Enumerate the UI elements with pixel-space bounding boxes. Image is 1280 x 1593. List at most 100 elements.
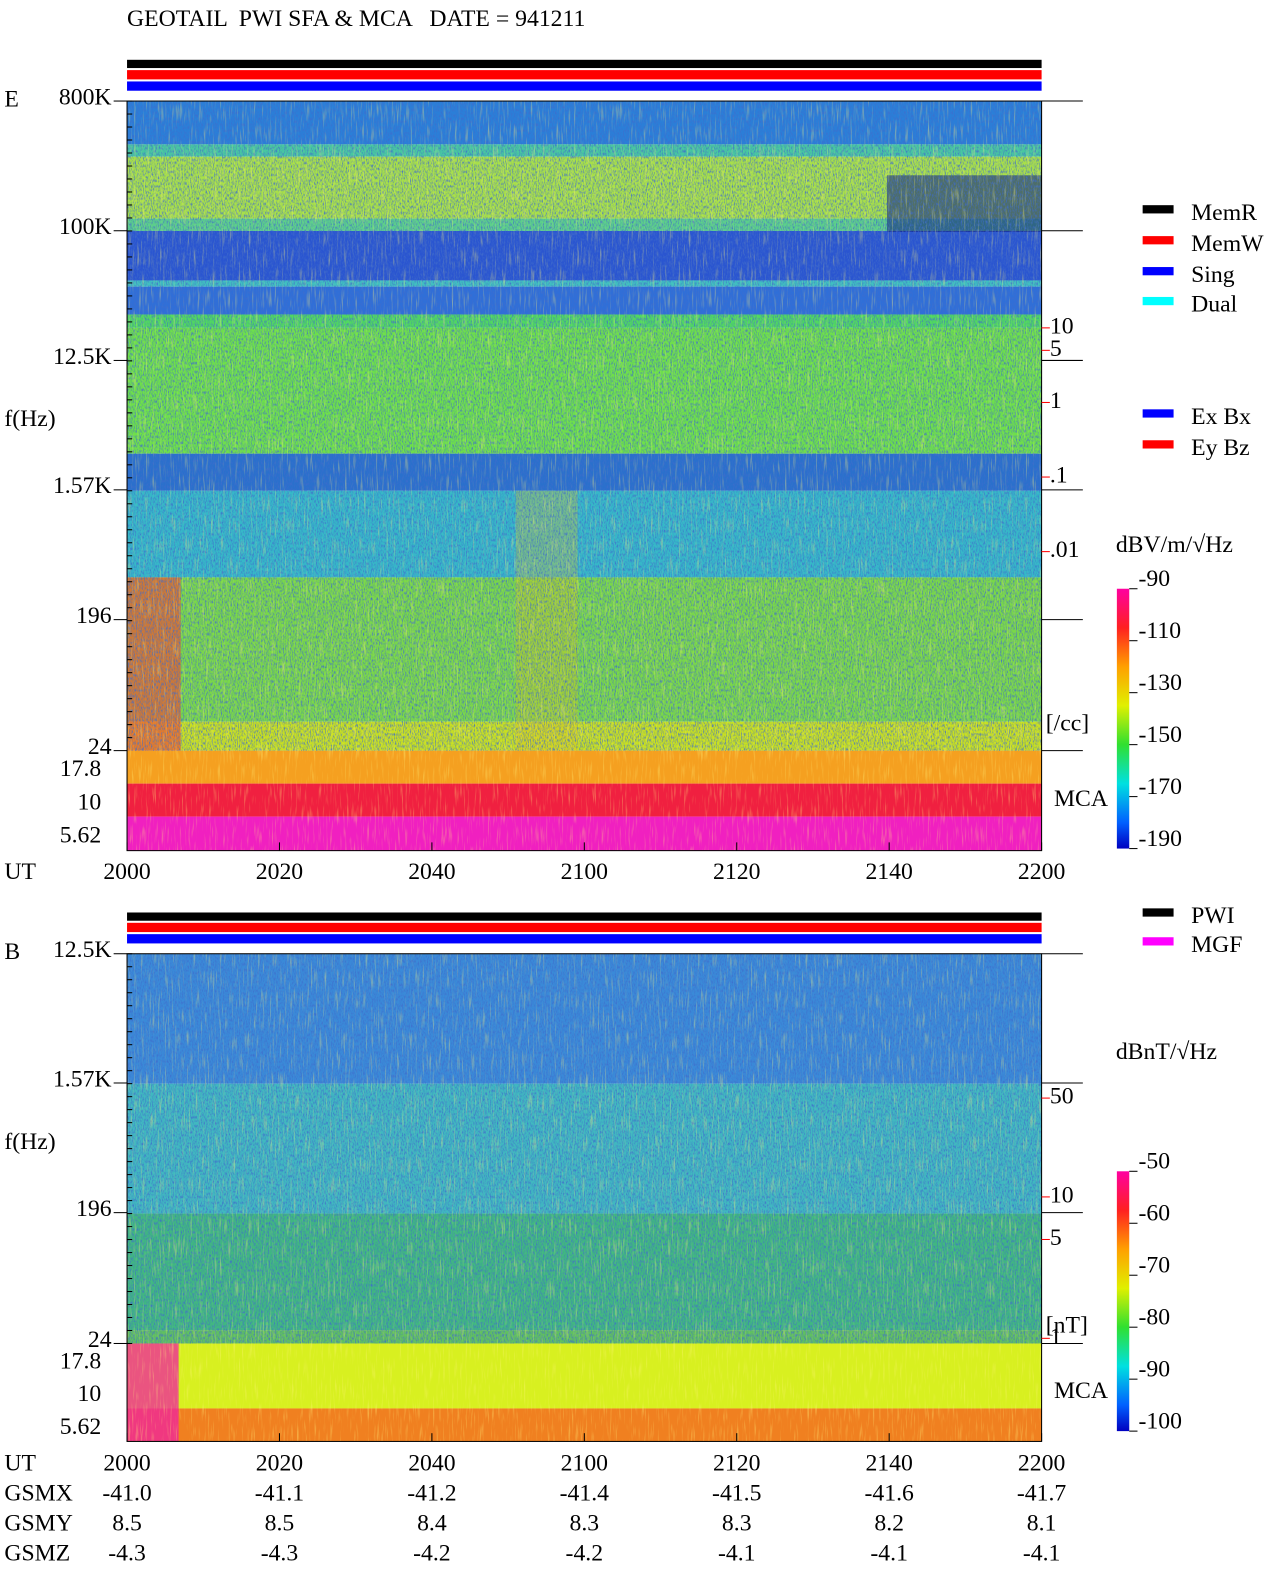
legend-swatch [1142, 296, 1174, 306]
orbit-value: -41.7 [1017, 1480, 1067, 1506]
spectrogram-streaks [127, 101, 1042, 851]
orbit-value: 8.2 [874, 1510, 904, 1536]
legend-label: Ey Bz [1191, 435, 1250, 461]
orbit-value: -4.3 [261, 1540, 299, 1566]
x-tick-label: 2000 [103, 859, 150, 885]
y-tick-label: 24 [88, 1327, 112, 1353]
x-tick-label: 2200 [1018, 1451, 1065, 1477]
y-tick-label: 196 [76, 1196, 112, 1222]
y2-tick-label: 5 [1050, 1225, 1062, 1251]
orbit-value: -41.5 [712, 1480, 761, 1506]
x-tick-label: 2140 [865, 859, 912, 885]
colorbar-tick-label: -130 [1139, 670, 1182, 696]
colorbar-tick-label: -90 [1139, 566, 1171, 592]
x-tick-label: 2100 [561, 859, 608, 885]
colorbar-tick-label: -60 [1139, 1200, 1171, 1226]
legend-swatch [1142, 205, 1174, 214]
legend-swatch [1142, 409, 1174, 418]
x-axis-label: UT [4, 1451, 36, 1477]
orbit-value: -41.2 [407, 1480, 456, 1506]
orbit-row-label: GSMX [4, 1480, 73, 1506]
x-tick-label: 2020 [256, 1451, 303, 1477]
colorbar-tick-label: -110 [1139, 618, 1182, 644]
x-axis-label: UT [4, 859, 36, 885]
x-tick-label: 2040 [408, 1451, 455, 1477]
panel-label: B [4, 939, 20, 965]
orbit-value: 8.4 [417, 1510, 447, 1536]
y2-tick-label: 5 [1050, 336, 1062, 362]
colorbar-label: dBV/m/√Hz [1116, 532, 1233, 558]
legend-label: Sing [1191, 262, 1235, 288]
orbit-value: -4.2 [413, 1540, 451, 1566]
colorbar-tick-label: -70 [1139, 1252, 1171, 1278]
colorbar-tick-label: -50 [1139, 1148, 1171, 1174]
y2-tick-label: 10 [1050, 313, 1074, 339]
legend-label: PWI [1191, 903, 1235, 929]
x-tick-label: 2020 [256, 859, 303, 885]
y2-tick-label: 1 [1050, 1324, 1062, 1350]
legend-swatch [1142, 267, 1174, 276]
mca-channel-label: 5.62 [60, 1414, 101, 1440]
x-tick-label: 2040 [408, 859, 455, 885]
orbit-value: -4.1 [1023, 1540, 1061, 1566]
mca-label: MCA [1054, 1378, 1108, 1404]
status-bar [127, 81, 1042, 91]
legend-label: Ex Bx [1191, 404, 1251, 430]
x-tick-label: 2120 [713, 1451, 760, 1477]
mca-label: MCA [1054, 786, 1108, 812]
colorbar-tick-label: -100 [1139, 1408, 1182, 1434]
legend-swatch [1142, 236, 1174, 245]
y-tick-label: 1.57K [53, 473, 112, 499]
orbit-value: 8.3 [722, 1510, 752, 1536]
orbit-value: 8.1 [1027, 1510, 1057, 1536]
y2-axis-label: [nT] [1046, 1312, 1088, 1338]
y-tick-label: 12.5K [53, 344, 112, 370]
y-tick-label: 100K [59, 214, 112, 240]
orbit-value: -4.1 [718, 1540, 756, 1566]
mca-channel-label: 17.8 [60, 756, 101, 782]
panel-label: E [4, 86, 18, 112]
colorbar [1116, 588, 1130, 849]
y-axis-label: f(Hz) [4, 1129, 55, 1155]
legend-label: MemW [1191, 231, 1264, 257]
y-axis-label: f(Hz) [4, 406, 55, 432]
colorbar [1116, 1171, 1130, 1432]
mca-channel-label: 10 [78, 789, 102, 815]
mca-channel-label: 10 [78, 1381, 102, 1407]
legend-swatch [1142, 908, 1174, 917]
orbit-value: 8.5 [112, 1510, 142, 1536]
orbit-value: -4.3 [108, 1540, 146, 1566]
y2-tick-label: .1 [1050, 462, 1068, 488]
legend-swatch [1142, 440, 1174, 449]
legend-label: Dual [1191, 292, 1237, 318]
x-tick-label: 2120 [713, 859, 760, 885]
y-tick-label: 800K [59, 84, 112, 110]
mca-channel-label: 17.8 [60, 1349, 101, 1375]
orbit-row-label: GSMY [4, 1510, 73, 1536]
colorbar-tick-label: -90 [1139, 1356, 1171, 1382]
orbit-value: -4.2 [566, 1540, 604, 1566]
status-bar [127, 934, 1042, 944]
x-tick-label: 2100 [561, 1451, 608, 1477]
colorbar-tick-label: -150 [1139, 722, 1182, 748]
orbit-value: 8.5 [265, 1510, 295, 1536]
y2-tick-label: 1 [1050, 388, 1062, 414]
x-tick-label: 2140 [865, 1451, 912, 1477]
orbit-value: -41.4 [560, 1480, 610, 1506]
mca-channel-label: 5.62 [60, 823, 101, 849]
legend-swatch [1142, 937, 1174, 946]
orbit-value: 8.3 [570, 1510, 600, 1536]
y-tick-label: 24 [88, 734, 112, 760]
orbit-value: -41.1 [255, 1480, 304, 1506]
status-bar [127, 922, 1042, 933]
status-bar [127, 70, 1042, 80]
legend-label: MemR [1191, 200, 1257, 226]
colorbar-tick-label: -170 [1139, 774, 1182, 800]
colorbar-tick-label: -80 [1139, 1304, 1171, 1330]
chart-title: GEOTAIL PWI SFA & MCA DATE = 941211 [127, 6, 585, 32]
y-tick-label: 1.57K [53, 1066, 112, 1092]
y2-tick-label: 50 [1050, 1084, 1074, 1110]
orbit-value: -4.1 [870, 1540, 908, 1566]
